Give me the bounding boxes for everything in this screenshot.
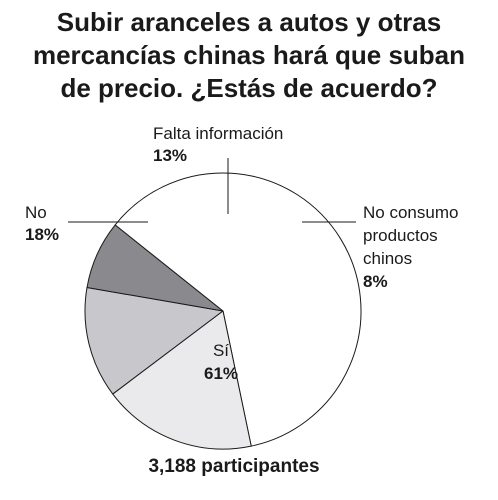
slice-no [112,310,252,450]
slice-value-no-consumo: 8% [363,272,388,291]
chart-title-line-3: de precio. ¿Estás de acuerdo? [60,73,438,103]
slice-label-no: No [25,203,47,222]
slice-label-falta-informacion: Falta información [153,124,283,143]
slice-label-no-consumo-line-2: productos [363,226,438,245]
slice-label-si: Sí [213,341,229,360]
slice-si [114,172,362,447]
pie-slices [84,172,362,450]
slice-label-no-consumo-line-1: No consumo [363,203,458,222]
chart-title-line-2: mercancías chinas hará que suban [32,40,466,70]
chart-title-line-1: Subir aranceles a autos y otras [56,7,442,37]
slice-value-si: 61% [204,364,238,383]
slice-value-no: 18% [25,225,59,244]
chart-title: Subir aranceles a autos y otras mercancí… [0,6,498,105]
slice-label-no-consumo-line-3: chinos [363,249,412,268]
slice-falta-informacion [84,287,224,395]
slice-value-falta-informacion: 13% [153,146,187,165]
participants-count: 3,188 participantes [148,456,320,477]
